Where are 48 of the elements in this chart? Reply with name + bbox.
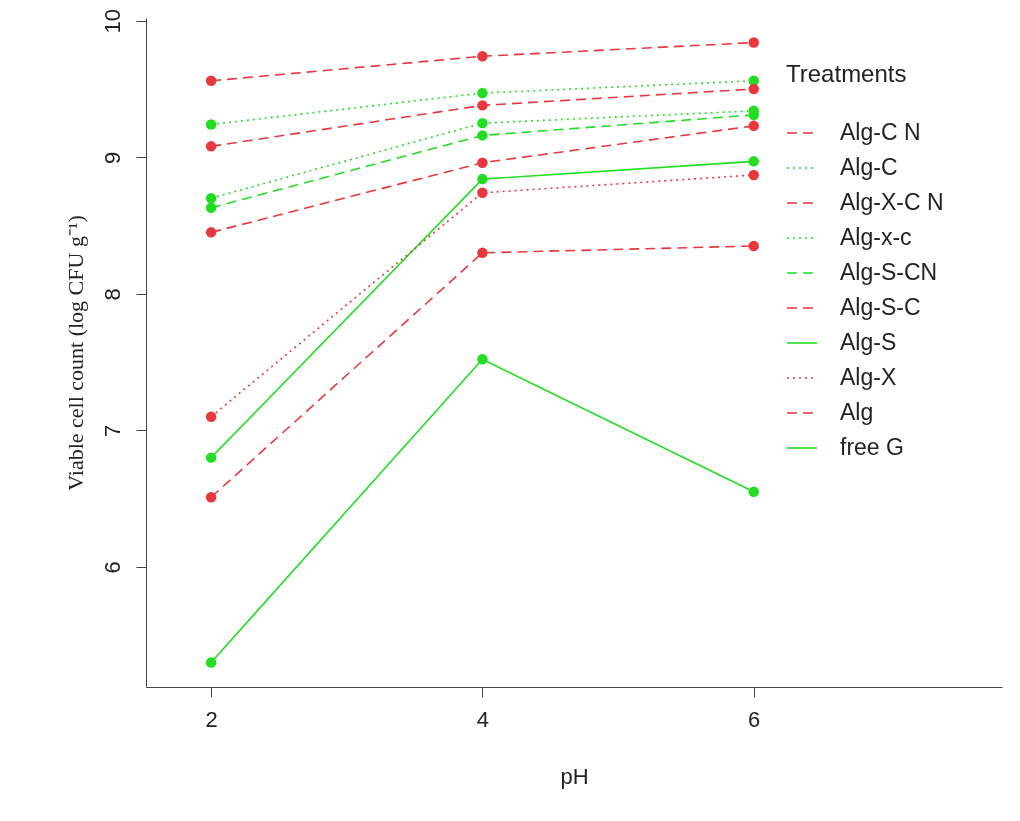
point bbox=[748, 169, 759, 181]
legend-label: Alg-S bbox=[840, 329, 897, 355]
legend-label: free G bbox=[840, 434, 904, 460]
x-tick-label: 2 bbox=[205, 706, 218, 732]
legend-label: Alg-S-C bbox=[840, 294, 921, 320]
point bbox=[205, 452, 217, 463]
point bbox=[748, 37, 759, 48]
legend-label: Alg-C bbox=[840, 154, 898, 180]
point bbox=[205, 227, 217, 238]
point bbox=[748, 83, 759, 95]
point bbox=[748, 486, 759, 497]
point bbox=[205, 119, 217, 130]
x-axis-title: pH bbox=[560, 763, 589, 789]
legend-label: Alg-C N bbox=[840, 119, 921, 145]
y-tick-label: 6 bbox=[99, 561, 125, 574]
legend-label: Alg-X-C N bbox=[840, 189, 944, 215]
y-tick-label: 8 bbox=[99, 288, 125, 301]
point bbox=[477, 117, 488, 129]
y-tick-label: 7 bbox=[99, 424, 125, 437]
point bbox=[477, 247, 488, 259]
point bbox=[477, 100, 488, 111]
x-tick-label: 6 bbox=[748, 706, 761, 732]
legend-label: Alg-S-CN bbox=[840, 259, 938, 285]
point bbox=[477, 354, 488, 365]
point bbox=[205, 192, 217, 204]
point bbox=[477, 157, 488, 168]
legend-label: Alg bbox=[840, 399, 874, 425]
point bbox=[205, 75, 217, 87]
point bbox=[205, 657, 217, 668]
y-tick-label: 10 bbox=[99, 8, 125, 34]
legend-title: Treatments bbox=[786, 60, 907, 87]
point bbox=[205, 491, 217, 503]
point bbox=[205, 141, 217, 152]
legend-label: Alg-x-c bbox=[840, 224, 912, 250]
point bbox=[477, 173, 488, 185]
x-tick-label: 4 bbox=[476, 706, 490, 732]
point bbox=[477, 50, 488, 62]
point bbox=[477, 130, 488, 141]
point bbox=[477, 187, 488, 198]
point bbox=[748, 240, 759, 252]
point bbox=[748, 120, 759, 132]
point bbox=[205, 202, 217, 214]
legend-label: Alg-X bbox=[840, 364, 897, 390]
y-tick-label: 9 bbox=[99, 151, 125, 164]
point bbox=[477, 87, 488, 99]
point bbox=[748, 156, 759, 167]
point bbox=[205, 411, 217, 422]
y-axis-title: Viable cell count (log CFU g⁻¹) bbox=[62, 215, 88, 491]
